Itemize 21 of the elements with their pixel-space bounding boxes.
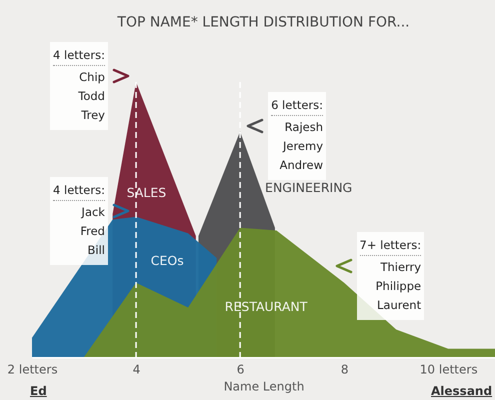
text: Alessand — [431, 384, 492, 398]
note-card: 4 letters: Jack Fred Bill — [50, 176, 108, 265]
annotation: 4 letters: Jack Fred Bill — [53, 182, 105, 259]
x-tick-label: 4 — [132, 362, 140, 376]
text: Ed — [30, 384, 47, 398]
note-card: 6 letters: Rajesh Jeremy Andrew — [268, 92, 326, 180]
x-tick-label: 2 letters — [7, 362, 58, 376]
note-card: 4 letters: Chip Todd Trey — [50, 42, 108, 130]
x-tick-label: 8 — [340, 362, 348, 376]
note-card: 7+ letters: Thierry Philippe Laurent — [356, 232, 424, 320]
series-label: CEOs — [150, 253, 184, 268]
chart-title: TOP NAME* LENGTH DISTRIBUTION FOR... — [116, 14, 410, 30]
annotation: 7+ letters: Thierry Philippe Laurent — [360, 236, 422, 314]
series-label: SALES — [126, 185, 166, 200]
x-axis-title: Name Length — [224, 380, 304, 394]
series-label: ENGINEERING — [265, 180, 352, 195]
annotation: 4 letters: Chip Todd Trey — [53, 47, 105, 124]
annotation: 6 letters: Rajesh Jeremy Andrew — [271, 96, 324, 174]
x-tick-label: 10 letters — [420, 362, 478, 376]
x-tick-label: 6 — [236, 362, 244, 376]
series-label: RESTAURANT — [224, 299, 308, 314]
